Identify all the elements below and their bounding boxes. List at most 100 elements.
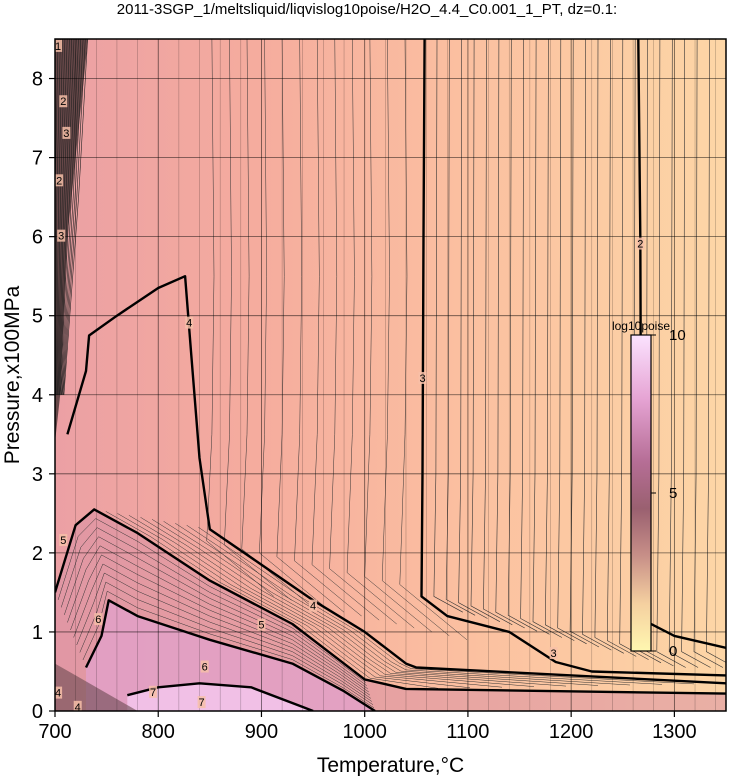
contour-label-bg	[73, 700, 82, 711]
thin-contour	[381, 39, 450, 637]
contour-label-text: 3	[58, 231, 64, 243]
zone-left-edge	[55, 39, 88, 443]
y-tick-label: 5	[32, 306, 43, 328]
contour-label-bg	[59, 534, 68, 547]
y-tick-label: 8	[32, 69, 43, 91]
contour-label: 3	[549, 647, 558, 660]
x-tick-label: 1100	[446, 721, 489, 743]
thin-contour	[594, 39, 624, 654]
thin-contour	[507, 39, 538, 632]
contour-label: 7	[149, 685, 158, 699]
thin-contour	[470, 39, 501, 622]
y-tick-label: 4	[32, 385, 43, 407]
thin-contour	[58, 39, 72, 395]
thin-contour	[59, 39, 75, 395]
contour-label-text: 4	[55, 688, 61, 700]
y-tick-label: 7	[32, 148, 43, 170]
thin-contour	[276, 39, 345, 613]
thin-contour	[483, 39, 513, 626]
thin-contour	[311, 39, 380, 621]
contour-label-text: 6	[95, 614, 101, 626]
zone-above-7	[127, 683, 314, 711]
thin-contour	[706, 39, 726, 663]
thin-contour	[259, 39, 327, 609]
thin-contour	[186, 524, 663, 685]
contour-level-5	[55, 508, 726, 695]
thin-contour	[532, 39, 563, 638]
contour-label: 5	[59, 534, 68, 547]
contour-label-bg	[197, 696, 206, 709]
y-tick-label: 2	[32, 543, 43, 565]
thin-contour	[128, 515, 503, 688]
contour-label: 4	[73, 700, 82, 714]
contour-label-text: 2	[637, 239, 643, 251]
contour-label-bg	[62, 126, 71, 139]
thin-contour	[399, 39, 468, 640]
contour-label-bg	[418, 371, 427, 384]
x-tick-label: 1000	[342, 721, 387, 743]
thin-contour	[606, 39, 637, 657]
thin-contour	[105, 511, 439, 689]
contour-label-bg	[94, 613, 103, 626]
contour-label-text: 3	[63, 128, 69, 140]
contour-label: 6	[200, 660, 209, 674]
plot-area: 1 2 3 2 3 2 4 3 5 4 5 6 6 3 7 7 4 4	[55, 39, 726, 714]
thin-contour	[329, 39, 397, 625]
thin-contour	[151, 519, 567, 687]
contour-label: 7	[197, 696, 206, 709]
contour-label-bg	[55, 686, 63, 699]
thin-contour	[557, 39, 587, 645]
thin-contour	[56, 39, 63, 395]
colorbar-tick-label: 0	[669, 643, 677, 660]
contour-label: 4	[309, 599, 318, 613]
x-tick-label: 800	[142, 721, 175, 743]
thin-contour	[56, 39, 66, 395]
thin-contour	[681, 39, 711, 668]
chart-title: 2011-3SGP_1/meltsliquid/liqvislog10poise…	[117, 1, 617, 18]
thin-contour	[693, 39, 724, 668]
contour-label-text: 2	[60, 96, 66, 108]
contour-label-bg	[59, 95, 68, 108]
contour-level-3	[420, 39, 726, 677]
contour-label-text: 5	[258, 620, 264, 632]
thin-contour	[55, 39, 59, 395]
thin-contour	[433, 39, 463, 613]
thin-contour	[76, 572, 373, 702]
contour-label-bg	[55, 174, 64, 187]
thin-contour	[656, 39, 686, 668]
contour-label-text: 4	[75, 702, 81, 714]
thin-contour	[55, 39, 61, 395]
contour-label-bg	[185, 316, 194, 329]
contour-label-text: 3	[551, 648, 557, 660]
thin-contour	[57, 518, 366, 683]
thin-contour	[458, 39, 488, 619]
colorbar: log10poise 0 5 10	[612, 319, 686, 660]
x-tick-label: 1300	[652, 721, 697, 743]
y-tick-label: 6	[32, 227, 43, 249]
contour-label: 2	[55, 174, 64, 187]
contour-label-bg	[57, 229, 66, 242]
contour-label-text: 2	[56, 175, 62, 187]
colorbar-scale	[630, 334, 652, 652]
x-tick-label: 1200	[549, 721, 594, 743]
contour-label-text: 3	[419, 373, 425, 385]
contour-label-bg	[257, 618, 266, 631]
contour-label-text: 1	[55, 41, 61, 53]
thin-contour	[62, 39, 86, 395]
plot-frame	[54, 38, 727, 712]
thin-contour	[60, 39, 79, 395]
thin-contour	[117, 513, 471, 689]
contour-label: 2	[636, 237, 645, 251]
thin-contour	[544, 39, 575, 641]
y-tick-label: 1	[32, 622, 43, 644]
x-tick-label: 900	[245, 721, 278, 743]
contour-label-bg	[200, 660, 209, 673]
colorbar-tick-label: 10	[669, 327, 686, 344]
colorbar-tick-label: 5	[669, 485, 677, 502]
contour-label-text: 7	[199, 697, 205, 709]
thin-contour	[60, 527, 367, 686]
thin-contour	[364, 39, 432, 633]
thin-contour	[619, 39, 649, 660]
thin-contour	[224, 39, 292, 601]
